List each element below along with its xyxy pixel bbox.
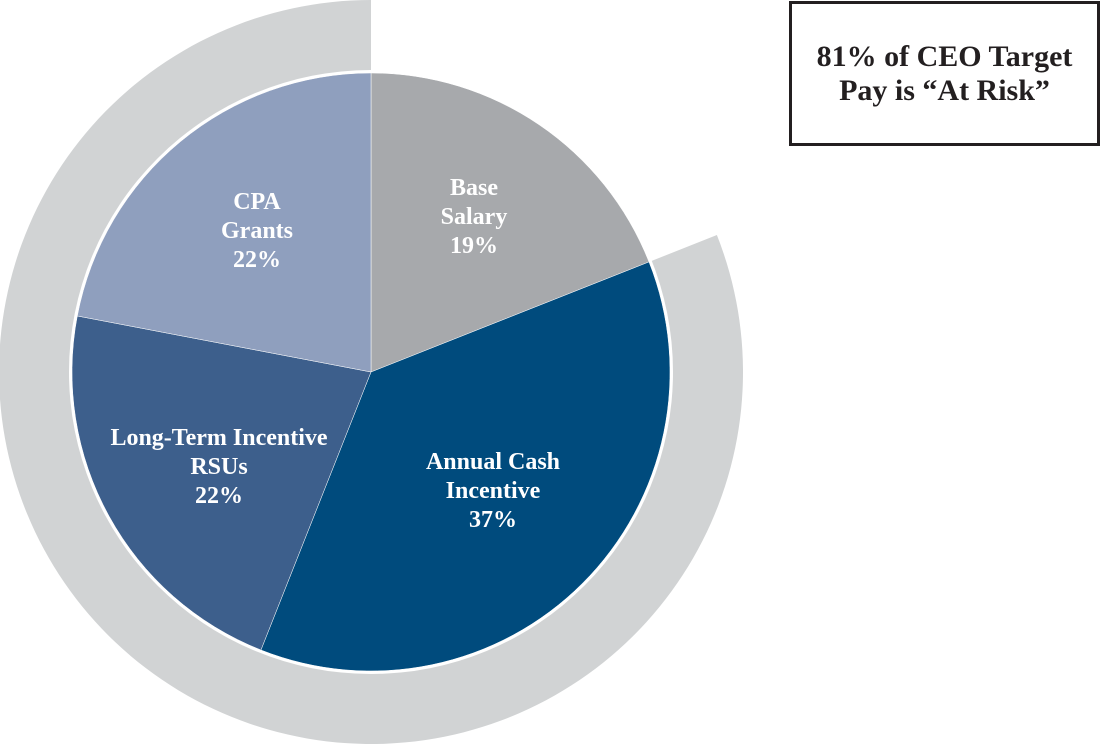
slice-label-line: 37% — [469, 507, 517, 533]
slice-label-line: Annual Cash — [426, 449, 560, 475]
pie-slice-base-salary — [370, 72, 650, 373]
slice-label-annual-cash-incentive: Annual Cash Incentive 37% — [426, 449, 560, 533]
slice-label-base-salary: Base Salary 19% — [441, 175, 508, 259]
slice-label-line: Incentive — [446, 478, 541, 504]
pie-slice-long-term-incentive-rsus — [71, 315, 372, 651]
callout-line-1: 81% of CEO Target — [816, 39, 1073, 73]
pie-slice-annual-cash-incentive — [260, 261, 671, 672]
callout-line-2: Pay is “At Risk” — [839, 73, 1050, 107]
slice-label-line: 22% — [233, 247, 281, 273]
slice-label-line: 19% — [450, 233, 498, 259]
slice-label-long-term-incentive-rsus: Long-Term Incentive RSUs 22% — [110, 425, 327, 509]
pie-slices-layer — [71, 72, 671, 672]
slice-label-line: CPA — [233, 189, 281, 215]
slice-label-line: RSUs — [190, 454, 247, 480]
slice-label-line: Salary — [441, 204, 508, 230]
slice-label-line: 22% — [195, 483, 243, 509]
at-risk-callout: 81% of CEO Target Pay is “At Risk” — [789, 1, 1100, 146]
slice-label-cpa-grants: CPA Grants 22% — [221, 189, 293, 273]
slice-label-line: Grants — [221, 218, 293, 244]
slice-labels-layer: Base Salary 19% Annual Cash Incentive 37% Long… — [110, 175, 560, 533]
pie-slice-cpa-grants — [77, 72, 372, 373]
slice-label-line: Long-Term Incentive — [110, 425, 327, 451]
slice-label-line: Base — [450, 175, 498, 201]
